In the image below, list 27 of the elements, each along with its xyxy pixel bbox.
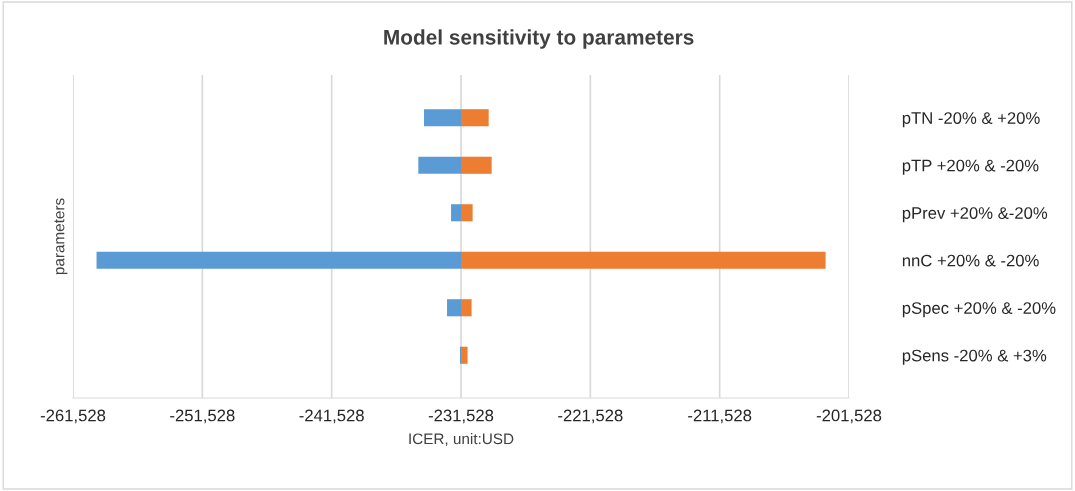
bar [461,109,489,127]
x-tick-label: -251,528 [170,409,235,424]
y-tick-label: pSpec +20% & -20% [902,302,1056,318]
x-axis-title: ICER, unit:USD [409,432,514,447]
bar [461,204,473,222]
y-axis-title: parameters [54,198,68,275]
bar [461,156,492,174]
y-tick-label: pSens -20% & +3% [902,349,1047,365]
y-tick-label: pTP +20% & -20% [902,159,1039,175]
x-tick-label: -241,528 [299,409,364,424]
x-tick-label: -231,528 [428,409,494,424]
y-tick-label: nnC +20% & -20% [902,254,1039,267]
bar [418,156,461,174]
x-tick-label: -211,528 [688,409,752,424]
x-tick-label: -261,528 [40,409,106,424]
x-tick-label: -221,528 [558,409,623,424]
bar [447,299,461,317]
bar [96,251,461,269]
bar [461,299,472,317]
x-tick-label: -201,528 [816,409,882,424]
y-tick-label: pTN -20% & +20% [902,112,1040,128]
bar [461,346,468,364]
chart-title: Model sensitivity to parameters [384,29,694,49]
bar [424,109,461,127]
bar [451,204,461,222]
y-tick-label: pPrev +20% &-20% [902,207,1048,223]
bar [461,251,826,269]
